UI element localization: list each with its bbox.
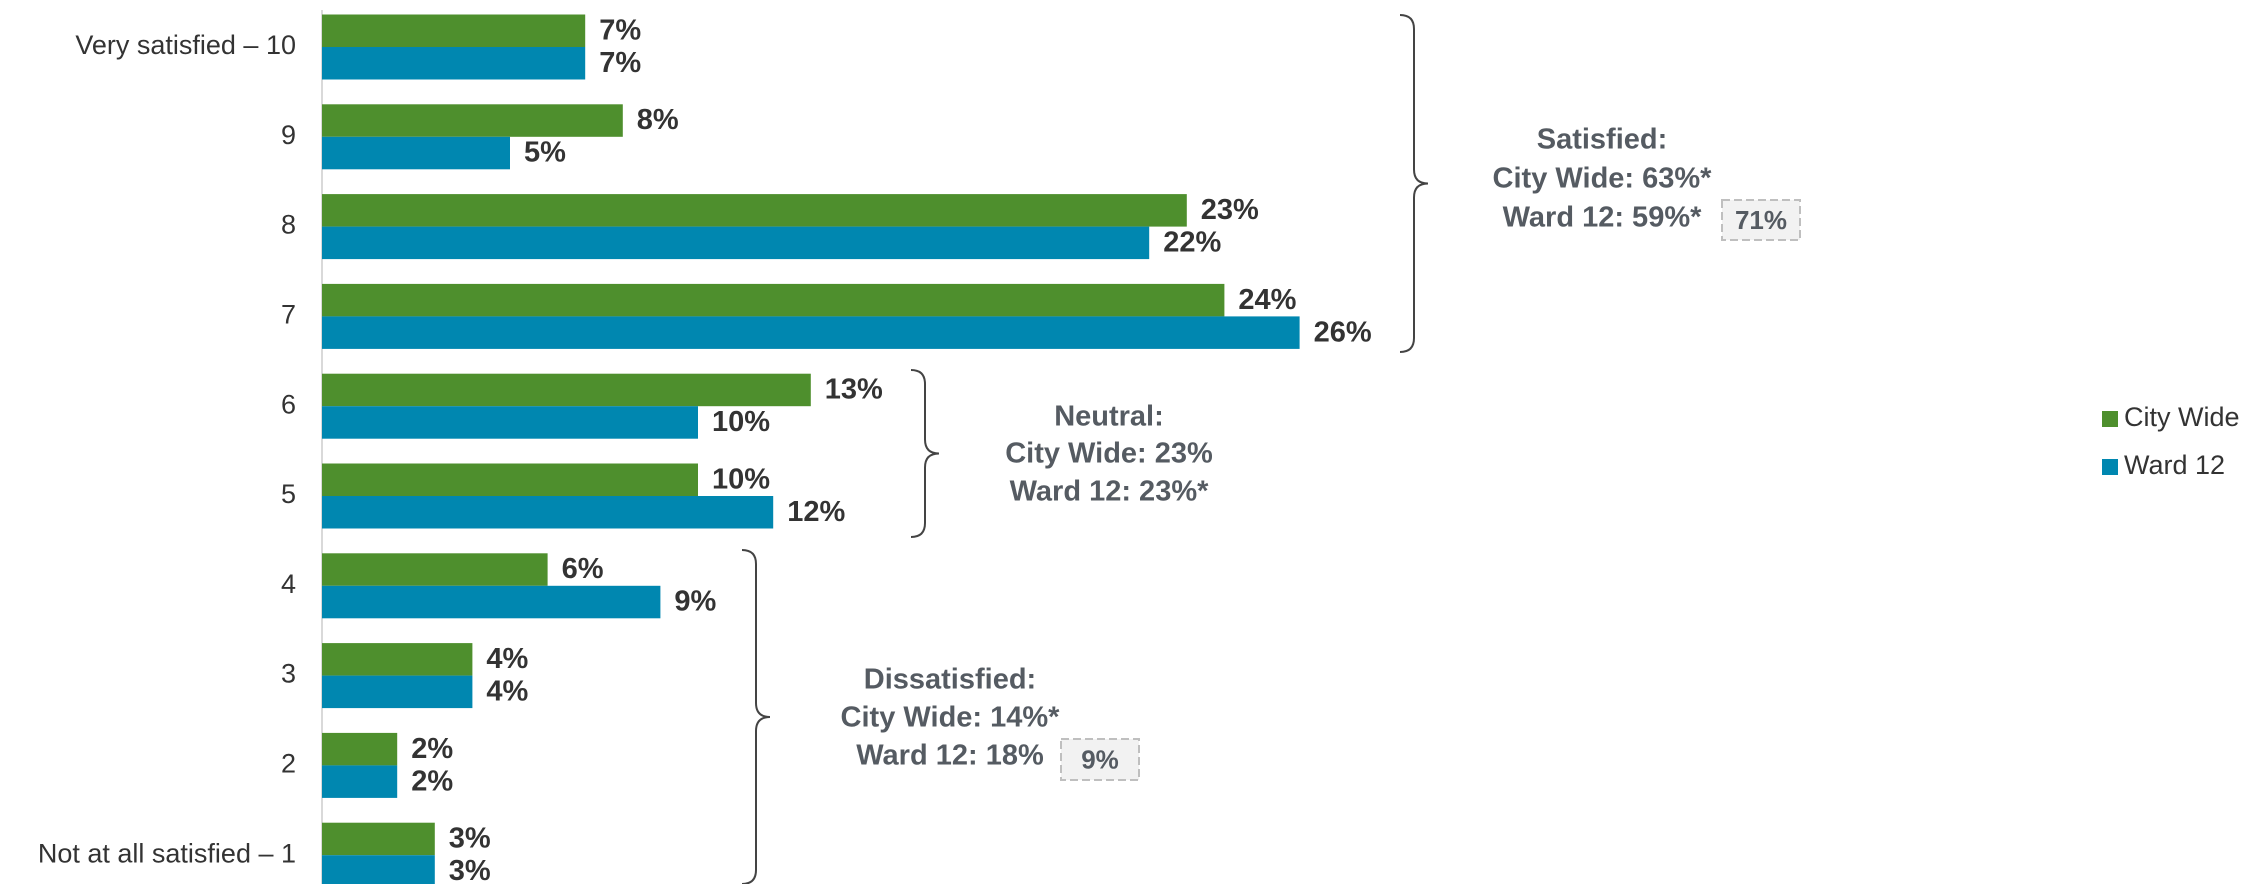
bar — [322, 226, 1150, 260]
category-label: Very satisfied – 10 — [75, 30, 296, 60]
category-label: 3 — [281, 659, 296, 689]
legend-label: City Wide — [2124, 402, 2240, 432]
bar — [322, 283, 1225, 317]
annotation-text: City Wide: 14%* — [841, 702, 1061, 734]
bracket — [741, 549, 771, 884]
annotation-text: Ward 12: 23%* — [1010, 476, 1209, 508]
bracket — [1399, 14, 1429, 353]
annotation-box — [1721, 199, 1801, 241]
bar — [322, 47, 586, 80]
category-label: 5 — [281, 479, 296, 509]
category-label: 2 — [281, 749, 296, 779]
category-label: 6 — [281, 389, 296, 419]
bar — [322, 136, 510, 170]
bar — [322, 822, 435, 856]
value-label: 10% — [712, 406, 770, 438]
value-label: 24% — [1238, 284, 1296, 316]
category-label: Not at all satisfied – 1 — [38, 838, 296, 868]
category-label: 7 — [281, 300, 296, 330]
value-label: 13% — [825, 374, 883, 406]
value-label: 26% — [1314, 316, 1372, 348]
bar — [322, 194, 1187, 227]
category-label: 9 — [281, 120, 296, 150]
legend-swatch — [2102, 411, 2118, 427]
annotation-text: Ward 12: 18% — [856, 740, 1044, 772]
value-label: 7% — [599, 47, 641, 79]
value-label: 7% — [599, 14, 641, 46]
bar — [322, 732, 398, 766]
value-label: 3% — [449, 823, 491, 855]
value-label: 10% — [712, 463, 770, 495]
annotation-box-text: 71% — [1735, 205, 1787, 235]
annotation-box — [1060, 738, 1140, 781]
bar — [322, 496, 774, 529]
value-label: 3% — [449, 855, 491, 884]
bar — [322, 765, 398, 798]
value-label: 4% — [486, 643, 528, 675]
value-label: 22% — [1163, 227, 1221, 259]
bar — [322, 316, 1300, 349]
legend-label: Ward 12 — [2124, 450, 2225, 480]
value-label: 12% — [787, 496, 845, 528]
category-label: 4 — [281, 569, 296, 599]
value-label: 4% — [486, 676, 528, 708]
bar — [322, 406, 698, 439]
bar — [322, 553, 548, 586]
bar — [322, 104, 623, 137]
value-label: 2% — [411, 733, 453, 765]
annotation-text: Dissatisfied: — [864, 664, 1036, 696]
annotation-text: City Wide: 63%* — [1493, 163, 1713, 195]
category-label: 8 — [281, 210, 296, 240]
bar — [322, 675, 473, 709]
bar — [322, 14, 586, 47]
annotation-text: Satisfied: — [1537, 124, 1668, 156]
bar — [322, 463, 698, 496]
bracket — [910, 369, 940, 538]
value-label: 5% — [524, 137, 566, 169]
annotation-text: Ward 12: 59%* — [1503, 202, 1702, 234]
value-label: 6% — [562, 553, 604, 585]
value-label: 8% — [637, 104, 679, 136]
value-label: 9% — [674, 586, 716, 618]
value-label: 23% — [1201, 194, 1259, 226]
annotation-text: Neutral: — [1054, 401, 1164, 433]
legend-swatch — [2102, 459, 2118, 475]
bar — [322, 373, 811, 407]
annotation-text: City Wide: 23% — [1005, 438, 1213, 470]
value-label: 2% — [411, 765, 453, 797]
bar — [322, 855, 435, 884]
bar — [322, 643, 473, 676]
bar — [322, 585, 661, 619]
annotation-box-text: 9% — [1081, 744, 1119, 774]
